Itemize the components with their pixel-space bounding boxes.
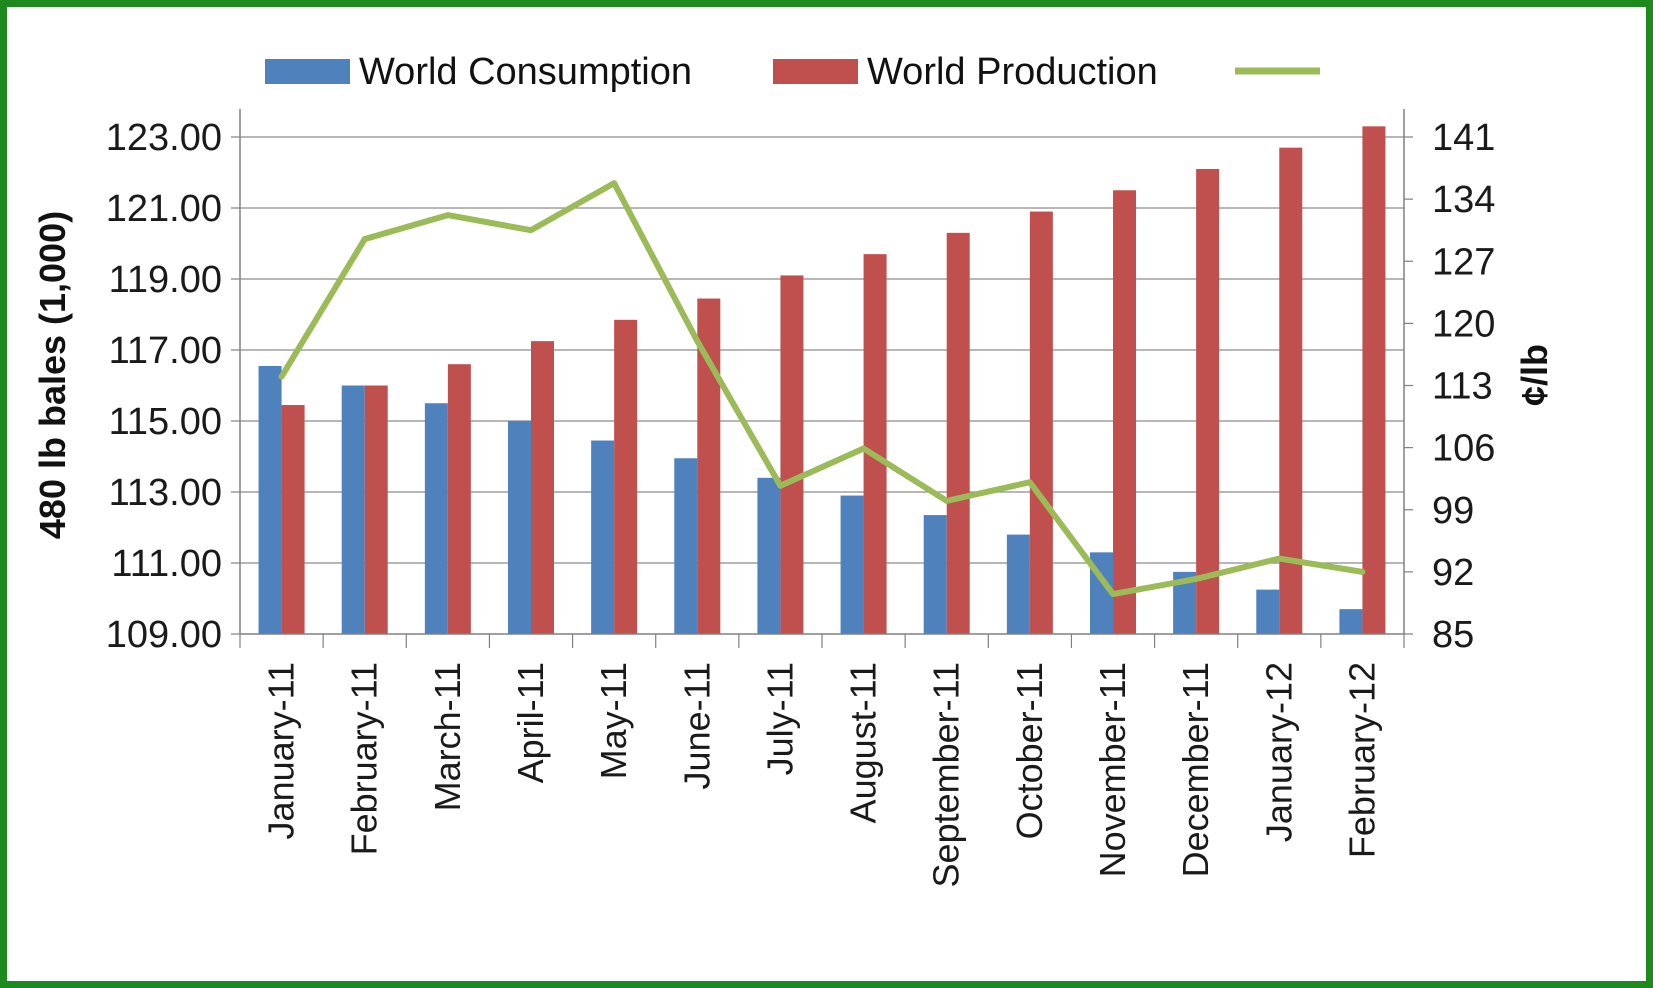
x-tick-label: August-11: [843, 662, 884, 823]
x-tick-label: June-11: [676, 662, 717, 789]
y-tick-label: 123.00: [106, 117, 222, 159]
production-bar: [1196, 168, 1220, 634]
consumption-bar: [757, 477, 781, 634]
consumption-bar: [341, 385, 365, 634]
production-bar: [1279, 147, 1303, 634]
price-point: [279, 374, 285, 380]
y2-tick-label: 92: [1432, 552, 1474, 594]
production-bar: [614, 319, 638, 634]
legend: World Consumption World Production: [265, 51, 1320, 93]
price-point: [1193, 576, 1199, 582]
y-tick-label: 121.00: [106, 188, 222, 230]
price-line: [278, 180, 1366, 598]
combo-chart: 109.00 111.00 113.00 115.00 117.00 119.00 121.…: [32, 51, 1555, 887]
y2-tick-label: 85: [1432, 614, 1474, 656]
y-tick-label: 117.00: [109, 330, 222, 372]
x-tick-label: April-11: [510, 662, 551, 783]
production-bar: [447, 364, 471, 634]
consumption-bar: [1173, 571, 1197, 634]
consumption-bar: [258, 365, 282, 634]
production-bar: [364, 385, 388, 634]
y2-tick-label: 120: [1432, 303, 1495, 345]
y2-tick-label: 113: [1432, 366, 1493, 408]
production-bar: [946, 232, 970, 634]
consumption-bar: [424, 403, 448, 634]
price-point: [445, 212, 451, 218]
price-point: [861, 446, 867, 452]
x-tick-label: September-11: [926, 662, 967, 887]
production-bar: [1113, 190, 1136, 634]
production-bar: [1029, 211, 1053, 635]
y-tick-label: 115.00: [109, 401, 222, 443]
x-tick-label: February-11: [344, 662, 385, 855]
consumption-bar: [840, 495, 864, 634]
y-tick-label: 113.00: [109, 472, 222, 514]
y-tick-label: 109.00: [106, 614, 222, 656]
y2-tick-label: 134: [1432, 179, 1495, 221]
x-tick-label: March-11: [427, 662, 468, 811]
price-point: [694, 338, 700, 344]
price-series-line: [278, 180, 1366, 598]
legend-label-production: World Production: [867, 51, 1158, 93]
consumption-bar: [1006, 534, 1030, 634]
tick-labels: 109.00 111.00 113.00 115.00 117.00 119.00 121.…: [106, 117, 1496, 887]
axes: [231, 109, 1413, 648]
legend-swatch-production: [773, 59, 858, 84]
price-point: [611, 180, 617, 186]
y-tick-label: 111.00: [111, 543, 222, 585]
consumption-bar: [508, 421, 531, 634]
consumption-bar: [923, 515, 947, 634]
consumption-bar: [591, 440, 615, 634]
price-point: [1276, 556, 1282, 562]
price-point: [777, 483, 783, 489]
x-tick-label: November-11: [1092, 662, 1133, 877]
x-tick-label: December-11: [1175, 662, 1216, 877]
x-tick-label: May-11: [593, 662, 634, 779]
y2-axis-title: ¢/lb: [1514, 344, 1555, 406]
production-bar: [697, 298, 721, 634]
production-bar: [281, 405, 305, 634]
price-point: [362, 236, 368, 242]
consumption-bar: [674, 458, 698, 634]
price-point: [1359, 569, 1365, 575]
price-point: [1110, 591, 1116, 597]
y2-tick-label: 141: [1432, 117, 1495, 159]
production-bar: [780, 275, 804, 634]
x-tick-label: July-11: [759, 662, 800, 775]
production-bar: [863, 254, 887, 634]
bars: [258, 126, 1386, 635]
gridlines: [240, 136, 1404, 564]
price-point: [944, 498, 950, 504]
y-tick-label: 119.00: [109, 259, 222, 301]
x-tick-label: January-12: [1258, 662, 1299, 842]
price-point: [1027, 479, 1033, 485]
y2-tick-label: 99: [1432, 490, 1474, 532]
legend-swatch-consumption: [265, 59, 350, 84]
production-bar: [1362, 126, 1386, 634]
x-tick-label: October-11: [1009, 662, 1050, 839]
x-tick-label: February-12: [1341, 662, 1382, 858]
consumption-bar: [1256, 589, 1280, 634]
y2-tick-label: 106: [1432, 428, 1495, 470]
x-tick-label: January-11: [261, 662, 302, 839]
y-axis-title: 480 lb bales (1,000): [32, 211, 73, 539]
y2-tick-label: 127: [1432, 241, 1495, 283]
production-bar: [531, 341, 554, 634]
legend-label-consumption: World Consumption: [359, 51, 692, 93]
consumption-bar: [1339, 609, 1363, 634]
price-point: [528, 227, 534, 233]
